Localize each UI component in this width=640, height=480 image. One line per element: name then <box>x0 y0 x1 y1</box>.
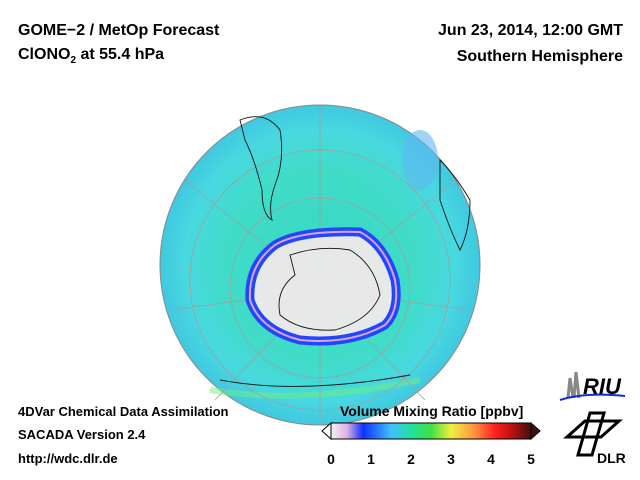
colorbar-tick-label: 0 <box>327 451 335 467</box>
colorbar <box>321 421 541 441</box>
colorbar-tick-label: 1 <box>367 451 375 467</box>
coastlines <box>219 116 471 387</box>
colorbar-tick-label: 2 <box>407 451 415 467</box>
date: Jun 23, 2014, 12:00 GMT <box>438 22 623 39</box>
colorbar-tick-label: 4 <box>487 451 495 467</box>
species-level: ClONO2 at 55.4 hPa <box>18 46 164 66</box>
level: at 55.4 hPa <box>76 46 165 63</box>
svg-text:DLR: DLR <box>597 450 626 466</box>
footer-line2: SACADA Version 2.4 <box>18 427 146 442</box>
svg-text:RIU: RIU <box>583 374 622 399</box>
globe <box>159 104 481 426</box>
species-subscript: 2 <box>70 55 77 67</box>
species: ClONO <box>18 46 71 63</box>
footer-line1: 4DVar Chemical Data Assimilation <box>18 404 229 419</box>
riu-logo: RIU <box>559 371 626 401</box>
title: GOME−2 / MetOp Forecast <box>18 22 220 39</box>
dlr-logo: DLR <box>563 411 626 466</box>
footer-link[interactable]: http://wdc.dlr.de <box>18 451 118 466</box>
colorbar-title: Volume Mixing Ratio [ppbv] <box>340 403 524 419</box>
colorbar-tick-label: 5 <box>527 451 535 467</box>
hemisphere: Southern Hemisphere <box>456 48 623 65</box>
colorbar-tick-label: 3 <box>447 451 455 467</box>
